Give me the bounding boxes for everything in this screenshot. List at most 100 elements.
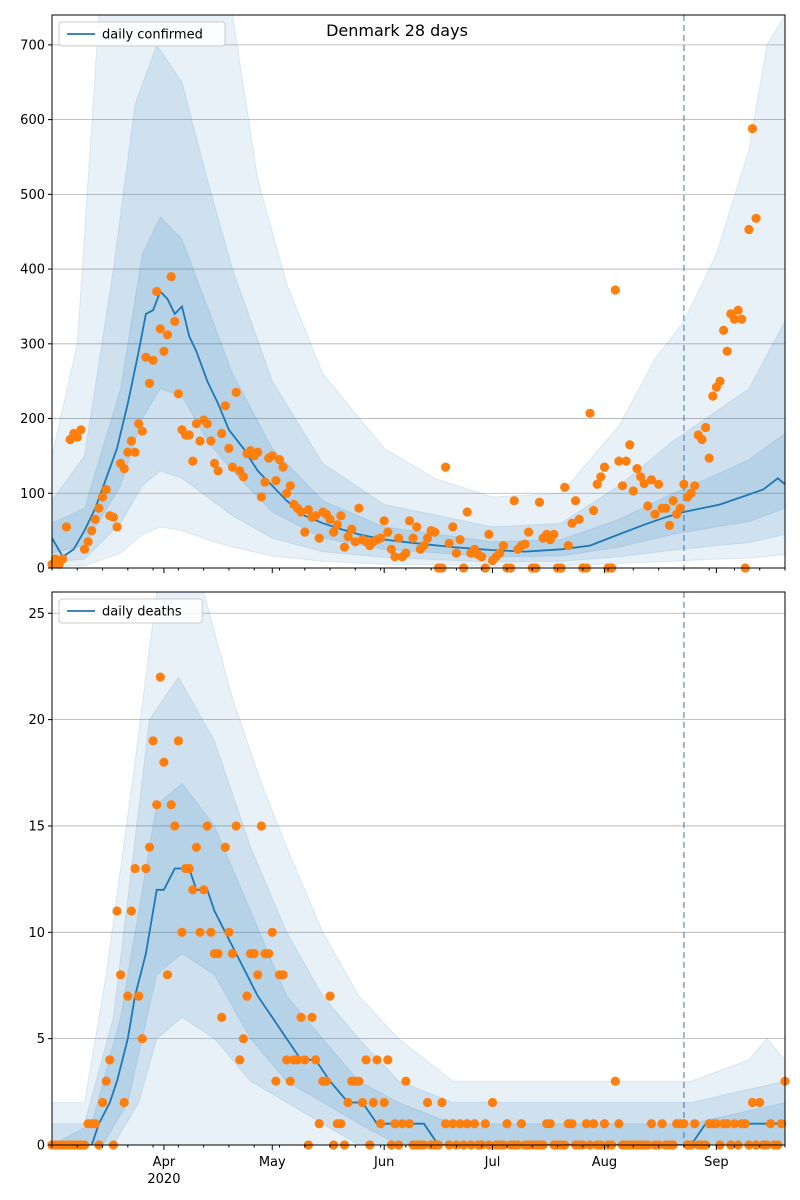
observed-point [412,522,422,532]
observed-point [639,479,649,489]
observed-point [679,479,689,489]
observed-point [646,1119,657,1129]
observed-point [390,1119,400,1129]
observed-point [61,522,71,532]
observed-point [191,419,201,429]
observed-point [227,949,238,959]
observed-point [137,426,147,436]
observed-point [126,906,136,916]
observed-point [751,213,761,223]
observed-point [112,906,122,916]
observed-point [343,532,353,542]
observed-point [152,800,162,810]
observed-point [354,1076,364,1086]
observed-point [516,1119,527,1129]
observed-point [260,477,270,487]
observed-point [498,541,508,551]
observed-point [300,527,310,537]
observed-point [58,554,68,564]
observed-point [560,482,570,492]
observed-point [571,496,581,506]
x-tick-label: Aug [592,1155,617,1170]
observed-point [303,505,313,515]
observed-point [729,314,740,324]
observed-point [675,503,685,513]
observed-point [404,516,415,526]
observed-point [72,432,82,442]
median-line [52,867,785,1145]
observed-point [430,527,440,537]
observed-point [581,1119,592,1129]
observed-point [314,533,324,543]
observed-point [686,488,696,498]
observed-point [224,443,234,453]
observed-point [386,544,396,554]
observed-point [123,991,133,1001]
observed-point [664,520,675,531]
band-80-area [52,43,785,563]
observed-point [390,552,400,562]
observed-point [549,529,559,540]
observed-point [264,949,274,959]
observed-point [654,479,664,489]
observed-point [589,505,599,516]
observed-point [625,440,635,450]
observed-point [408,533,418,543]
observed-point [632,464,642,474]
observed-point [311,511,321,521]
observed-point [231,821,241,831]
observed-point [238,1034,248,1044]
observed-point [394,533,404,543]
observed-point [520,539,530,549]
observed-point [296,1012,306,1023]
observed-point [188,456,198,466]
observed-point [376,1119,386,1129]
band-95-area [52,592,785,1145]
observed-point [253,447,263,457]
observed-point [336,1119,346,1129]
observed-point [195,927,205,937]
observed-point [282,488,292,498]
observed-point [661,503,671,513]
observed-point [98,1097,108,1108]
y-tick-label: 500 [20,188,45,203]
observed-point [224,927,234,937]
observed-point [148,355,158,365]
observed-point [747,124,758,134]
observed-point [441,462,451,472]
observed-point [238,472,248,482]
axes-frame [51,14,786,569]
x-tick-label: Apr [153,1155,176,1170]
observed-point [690,481,700,491]
observed-point [166,272,176,282]
observed-point [599,462,610,472]
observed-point [585,408,595,418]
x-tick-label: May [259,1155,286,1170]
y-tick-label: 25 [28,607,45,622]
y-tick-label: 20 [28,713,45,728]
observed-point [105,1055,115,1065]
axes-frame [51,591,786,1146]
observed-point [650,509,660,519]
observed-point [776,1119,787,1129]
observed-point [350,537,360,547]
observed-point [126,436,136,446]
observed-point [296,507,306,517]
chart-title: Denmark 28 days [326,21,468,40]
observed-point [119,464,129,474]
observed-point [285,1076,295,1086]
observed-point [715,376,725,386]
observed-point [448,522,458,532]
observed-point [130,447,140,457]
observed-point [567,518,577,528]
y-tick-label: 0 [37,562,45,577]
observed-point [441,1119,451,1129]
observed-point [379,516,389,526]
observed-point [278,970,288,980]
observed-point [437,1097,447,1108]
legend-label: daily deaths [102,605,182,620]
observed-point [206,927,216,937]
deaths-panel: 0 5 10 15 20 25 Apr 2020 May Jun Jul Aug Sep daily de… [28,591,790,1187]
observed-point [123,447,133,457]
